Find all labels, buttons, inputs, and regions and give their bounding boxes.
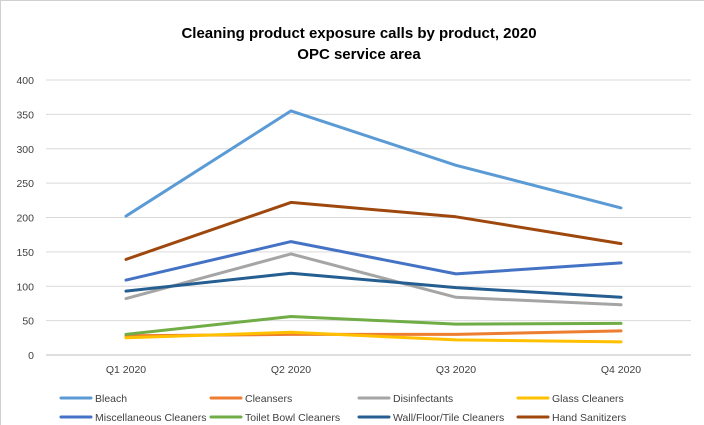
legend-label: Cleansers	[245, 393, 292, 405]
chart-title-line-1: Cleaning product exposure calls by produ…	[181, 25, 536, 42]
grid-lines	[46, 79, 691, 356]
y-tick-label: 0	[28, 350, 34, 362]
chart-title-line-2: OPC service area	[297, 46, 421, 63]
series-line-wall-floor-tile-cleaners	[124, 271, 623, 299]
legend-label: Glass Cleaners	[552, 393, 624, 405]
x-tick-label: Q2 2020	[271, 364, 311, 376]
series-line-hand-sanitizers	[124, 200, 623, 261]
x-tick-label: Q1 2020	[106, 364, 146, 376]
legend-label: Miscellaneous Cleaners	[95, 412, 206, 424]
legend-label: Hand Sanitizers	[552, 412, 626, 424]
legend-label: Toilet Bowl Cleaners	[245, 412, 340, 424]
y-axis-ticks: 0 50 100 150 200 250 300 350 400	[16, 75, 34, 362]
y-tick-label: 150	[16, 247, 34, 259]
x-tick-label: Q3 2020	[436, 364, 476, 376]
series-line-miscellaneous-cleaners	[124, 240, 623, 282]
legend-label: Bleach	[95, 393, 127, 405]
y-tick-label: 250	[16, 178, 34, 190]
y-tick-label: 50	[22, 316, 34, 328]
legend-label: Disinfectants	[393, 393, 453, 405]
y-tick-label: 350	[16, 109, 34, 121]
x-tick-label: Q4 2020	[601, 364, 641, 376]
legend-label: Wall/Floor/Tile Cleaners	[393, 412, 504, 424]
series-lines	[124, 109, 623, 344]
series-line-disinfectants	[124, 252, 623, 307]
legend: Bleach Cleansers Disinfectants Glass Cleane…	[59, 393, 626, 424]
y-tick-label: 100	[16, 281, 34, 293]
y-tick-label: 300	[16, 144, 34, 156]
y-tick-label: 200	[16, 213, 34, 225]
series-line-bleach	[124, 109, 623, 218]
x-axis-ticks: Q1 2020 Q2 2020 Q3 2020 Q4 2020	[106, 364, 641, 376]
series-line-glass-cleaners	[124, 330, 623, 344]
y-tick-label: 400	[16, 75, 34, 87]
series-line-toilet-bowl-cleaners	[124, 315, 623, 336]
